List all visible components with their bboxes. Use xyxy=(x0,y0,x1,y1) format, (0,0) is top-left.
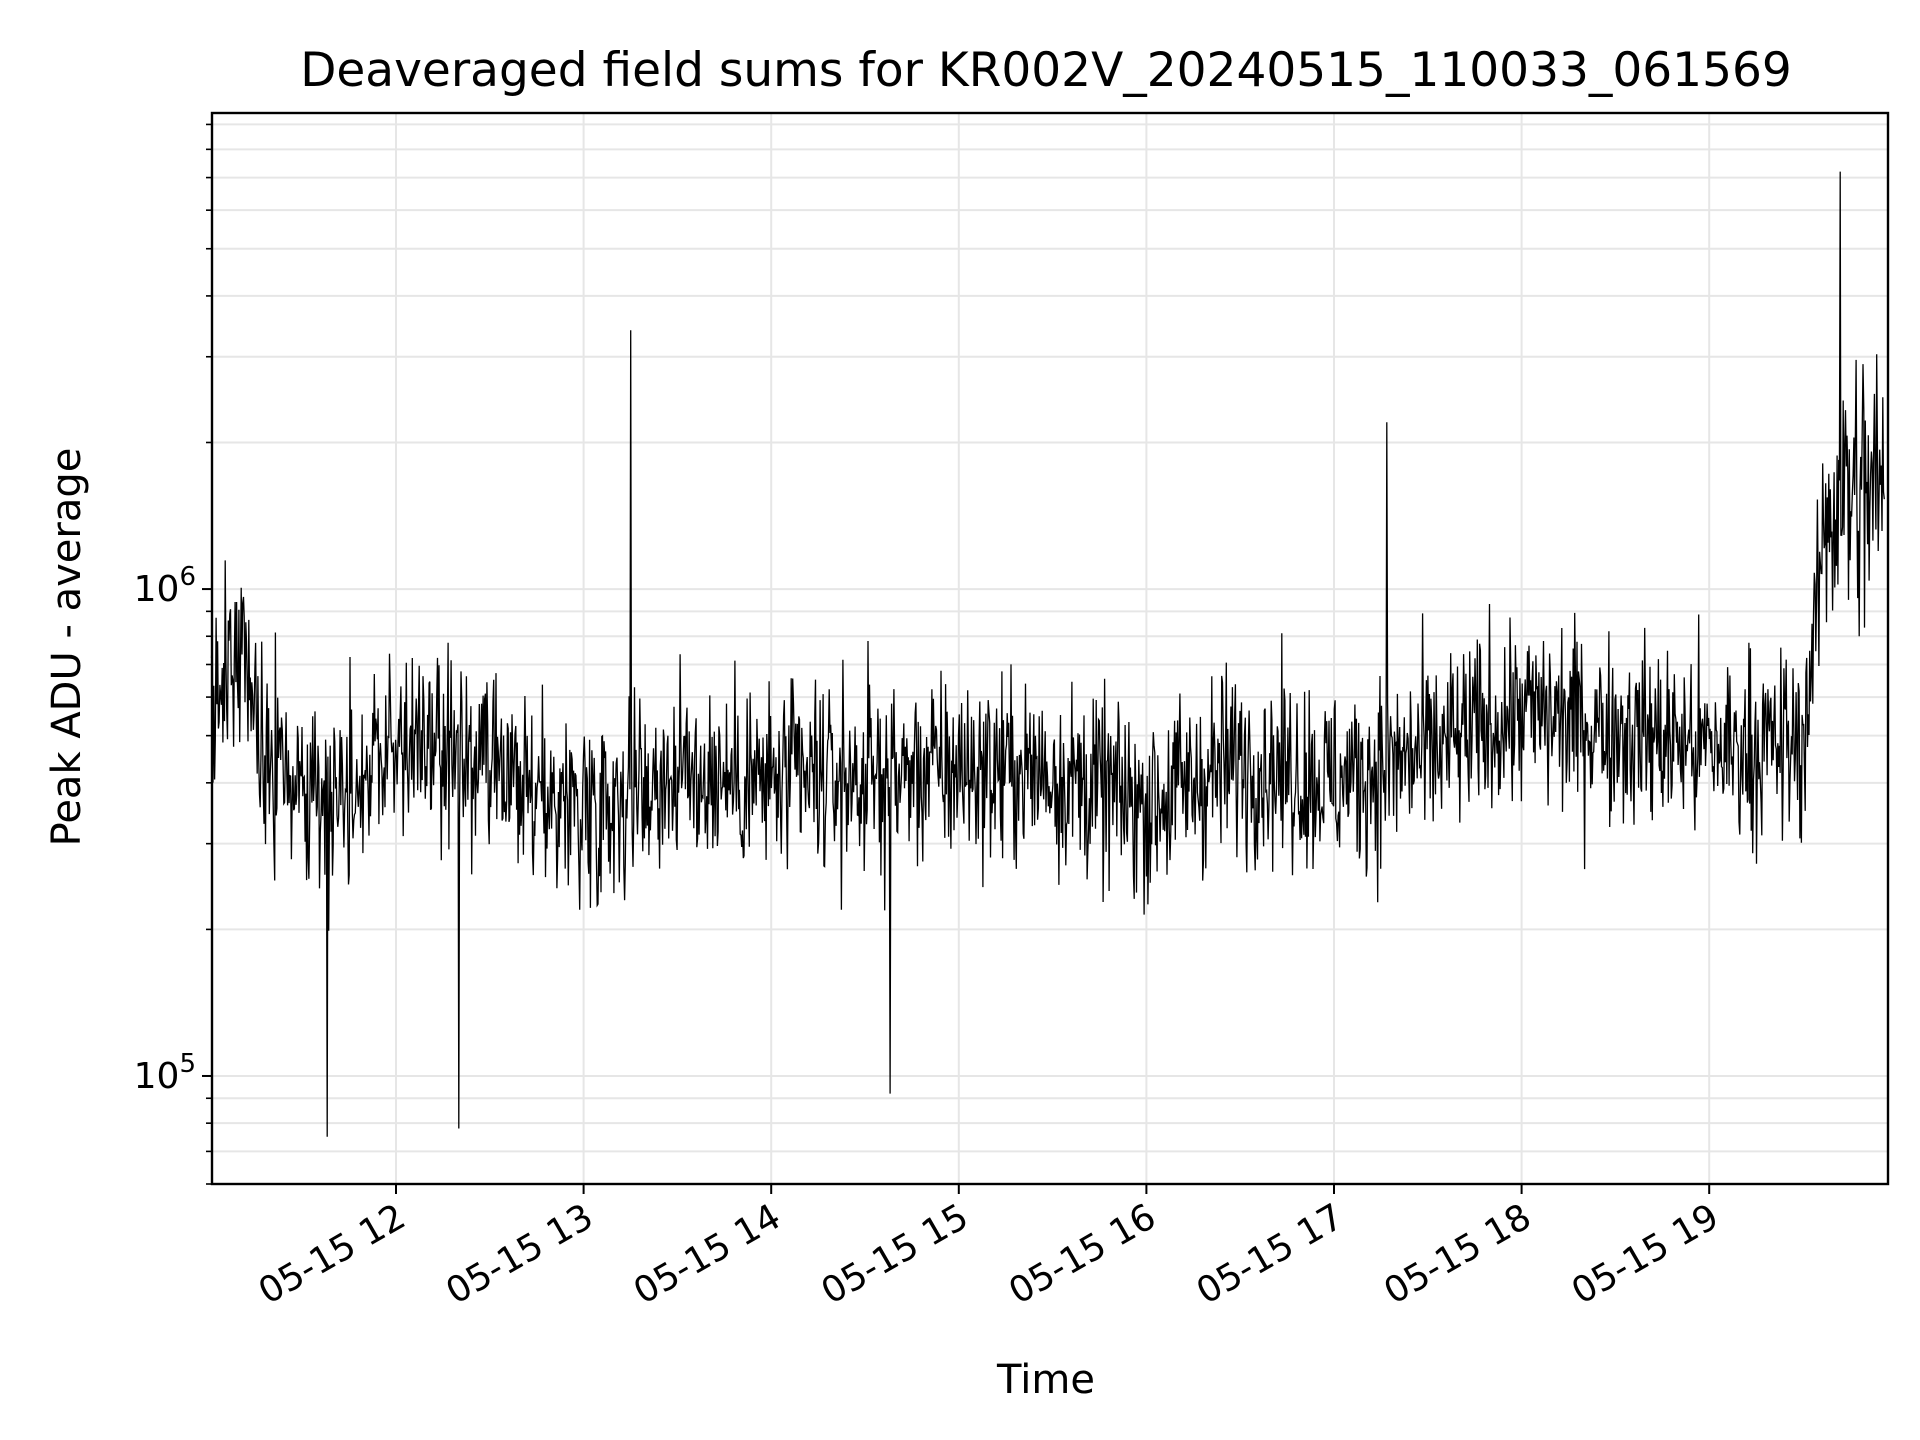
series-line xyxy=(210,171,1885,1137)
y-tick-label: 106 xyxy=(134,562,196,610)
x-axis-label: Time xyxy=(996,1357,1095,1403)
x-tick-label: 05-15 18 xyxy=(1377,1196,1538,1312)
x-tick-label: 05-15 14 xyxy=(627,1196,788,1312)
x-tick-label: 05-15 16 xyxy=(1002,1196,1163,1312)
y-tick-label: 105 xyxy=(134,1049,196,1097)
grid-major xyxy=(212,113,1888,1184)
x-tick-label: 05-15 13 xyxy=(439,1196,600,1312)
data-series xyxy=(210,171,1885,1137)
y-axis-label: Peak ADU - average xyxy=(44,448,90,847)
y-axis-ticks: 105 106 xyxy=(134,123,212,1185)
x-tick-label: 05-15 19 xyxy=(1565,1196,1726,1312)
x-tick-label: 05-15 12 xyxy=(252,1196,413,1312)
chart-title: Deaveraged field sums for KR002V_2024051… xyxy=(300,43,1792,98)
grid-minor xyxy=(212,123,1888,1185)
x-tick-label: 05-15 15 xyxy=(815,1196,976,1312)
x-axis-ticks: 05-15 12 05-15 13 05-15 14 05-15 15 05-15 16… xyxy=(252,1184,1726,1313)
plot-frame xyxy=(210,111,1890,1186)
x-tick-label: 05-15 17 xyxy=(1190,1196,1351,1312)
